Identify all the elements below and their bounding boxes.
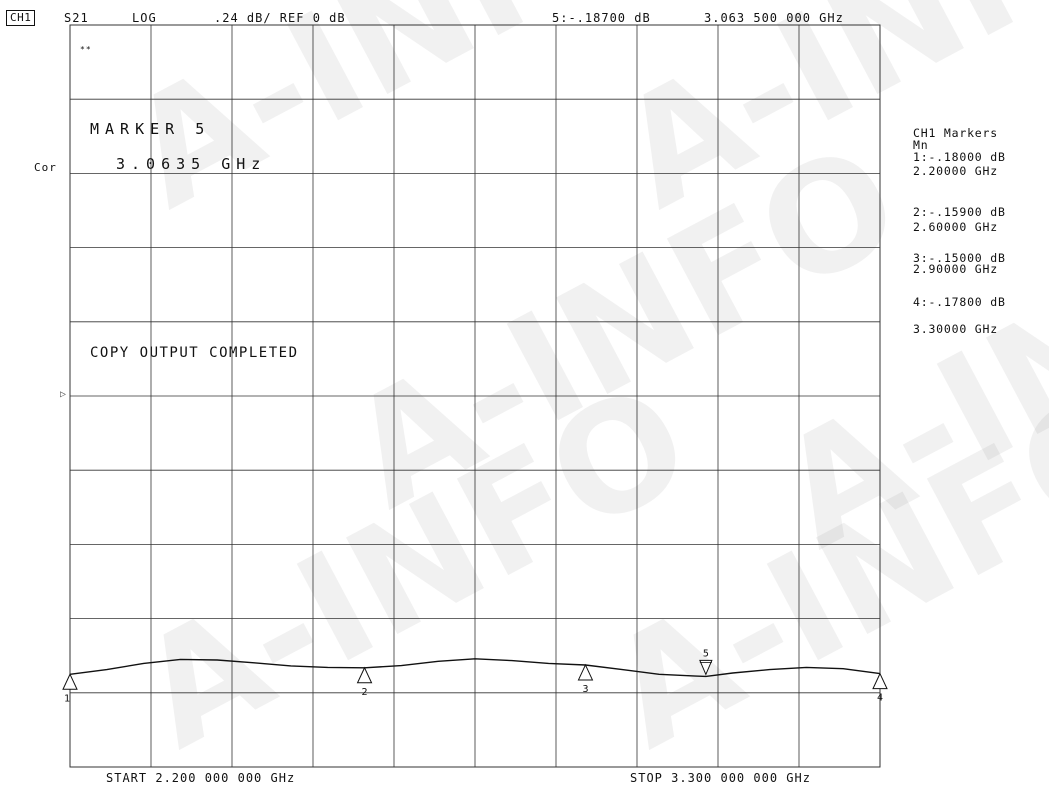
marker-4-label: 4	[877, 693, 883, 704]
marker-3-frequency: 2.90000 GHz	[913, 262, 998, 276]
active-marker-readout: 5:-.18700 dB	[552, 11, 651, 25]
correction-indicator: Cor	[34, 161, 57, 174]
marker-frequency: 3.0635 GHz	[116, 155, 267, 173]
marker-title: MARKER 5	[90, 120, 211, 138]
marker-4-value: 4:-.17800 dB	[913, 295, 1006, 309]
reference-pointer: ▷	[60, 389, 68, 400]
marker-4-symbol	[872, 672, 888, 690]
corner-mark: **	[80, 45, 92, 54]
marker-5-symbol	[699, 659, 713, 676]
format-label: LOG	[132, 11, 157, 25]
marker-3-value: 3:-.15000 dB	[913, 251, 1006, 265]
marker-1-label: 1	[64, 693, 70, 704]
marker-1-frequency: 2.20000 GHz	[913, 164, 998, 178]
trace-line	[69, 658, 881, 678]
marker-2-value: 2:-.15900 dB	[913, 205, 1006, 219]
stop-frequency: STOP 3.300 000 000 GHz	[630, 771, 811, 785]
marker-5-label: 5	[703, 648, 709, 659]
marker-table-subtitle: Mn	[913, 138, 929, 152]
start-frequency: START 2.200 000 000 GHz	[106, 771, 296, 785]
marker-3-label: 3	[582, 684, 588, 695]
marker-4-frequency: 3.30000 GHz	[913, 322, 998, 336]
channel-indicator: CH1	[6, 10, 36, 26]
marker-2-label: 2	[362, 687, 368, 698]
marker-2-frequency: 2.60000 GHz	[913, 220, 998, 234]
scale-label: .24 dB/ REF 0 dB	[214, 11, 346, 25]
marker-table-title: CH1 Markers	[913, 126, 998, 140]
marker-1-value: 1:-.18000 dB	[913, 150, 1006, 164]
marker-3-symbol	[577, 663, 594, 681]
active-marker-frequency: 3.063 500 000 GHz	[704, 11, 844, 25]
marker-1-symbol	[62, 673, 78, 690]
status-message: COPY OUTPUT COMPLETED	[90, 345, 299, 361]
parameter-label: S21	[64, 11, 89, 25]
marker-2-symbol	[356, 666, 373, 684]
